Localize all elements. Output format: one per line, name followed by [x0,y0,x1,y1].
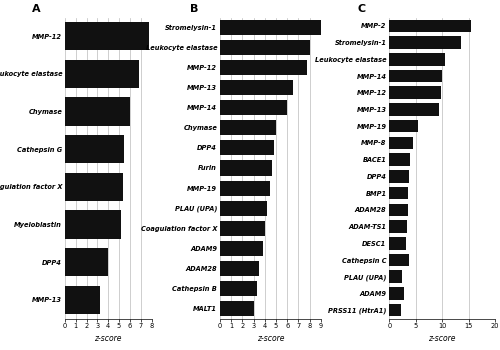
Bar [220,60,308,75]
Bar [220,181,270,196]
Text: C: C [358,5,366,14]
Bar [220,281,257,296]
Bar [65,248,108,276]
Bar [65,60,138,88]
Bar [390,254,409,266]
Bar [65,135,124,163]
Bar [220,20,321,35]
Text: B: B [190,5,198,14]
Bar [390,53,445,65]
Bar [390,70,442,82]
Bar [390,187,408,199]
Bar [390,86,441,99]
Bar [390,271,402,283]
Bar [220,301,254,316]
Bar [220,241,262,256]
Bar [220,120,276,135]
Bar [220,80,293,95]
Bar [220,100,287,116]
Bar [65,173,124,201]
Bar [220,40,310,55]
Bar [390,20,471,32]
Bar [65,97,130,126]
Bar [220,201,267,216]
Bar [220,160,272,176]
Bar [390,287,404,300]
Bar [390,237,406,250]
Bar [220,140,274,155]
X-axis label: z-score: z-score [428,334,456,343]
X-axis label: z-score: z-score [94,334,122,343]
Bar [65,286,100,314]
Bar [220,221,265,236]
Bar [390,204,408,216]
Text: A: A [32,5,41,14]
Bar [390,136,413,149]
Bar [390,36,460,49]
Bar [390,120,418,132]
Bar [390,103,440,116]
Bar [390,220,406,233]
Bar [65,22,150,50]
Bar [65,210,121,239]
Bar [390,304,401,316]
Bar [390,170,409,183]
X-axis label: z-score: z-score [256,334,284,343]
Bar [390,153,410,166]
Bar [220,261,259,276]
